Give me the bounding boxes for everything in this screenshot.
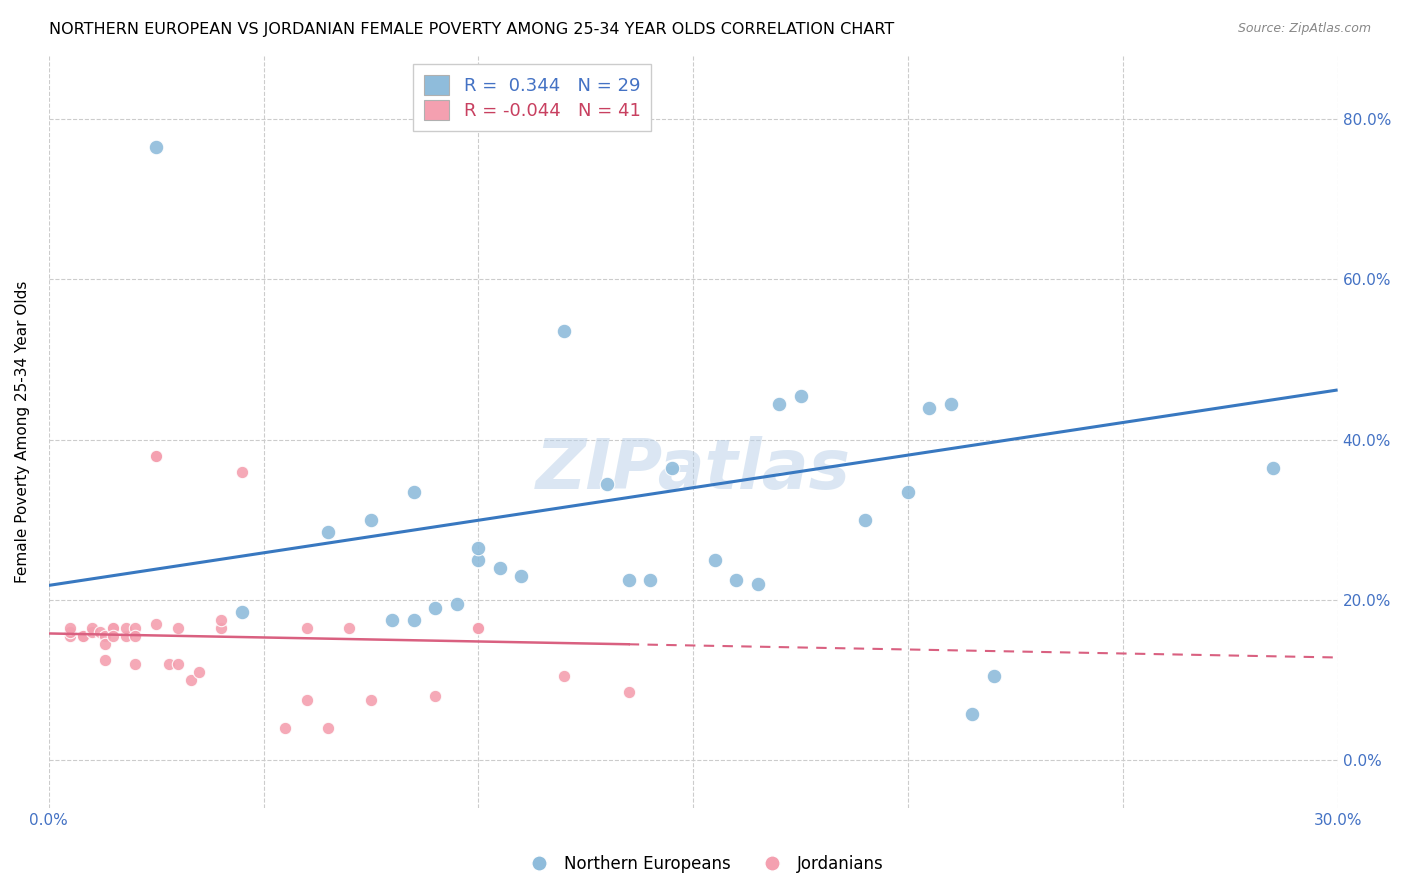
Point xyxy=(209,613,232,627)
Point xyxy=(768,396,790,410)
Point xyxy=(553,669,575,683)
Point xyxy=(93,653,115,667)
Point xyxy=(789,388,811,402)
Point xyxy=(59,621,82,635)
Point xyxy=(93,637,115,651)
Point xyxy=(316,721,339,735)
Point xyxy=(467,621,489,635)
Point xyxy=(295,693,318,707)
Point xyxy=(80,624,103,639)
Point xyxy=(918,401,941,415)
Point xyxy=(446,597,468,611)
Point xyxy=(59,624,82,639)
Point xyxy=(274,721,297,735)
Point xyxy=(425,689,447,703)
Point xyxy=(188,665,211,679)
Point xyxy=(489,561,512,575)
Y-axis label: Female Poverty Among 25-34 Year Olds: Female Poverty Among 25-34 Year Olds xyxy=(15,280,30,582)
Point xyxy=(157,657,180,671)
Text: NORTHERN EUROPEAN VS JORDANIAN FEMALE POVERTY AMONG 25-34 YEAR OLDS CORRELATION : NORTHERN EUROPEAN VS JORDANIAN FEMALE PO… xyxy=(49,22,894,37)
Point xyxy=(231,465,253,479)
Point xyxy=(617,573,640,587)
Point xyxy=(166,621,188,635)
Point xyxy=(166,657,188,671)
Point xyxy=(402,484,425,499)
Point xyxy=(124,629,146,643)
Point xyxy=(897,484,920,499)
Point xyxy=(425,600,447,615)
Point xyxy=(72,629,94,643)
Point xyxy=(124,621,146,635)
Point xyxy=(145,616,167,631)
Point xyxy=(467,541,489,555)
Legend: Northern Europeans, Jordanians: Northern Europeans, Jordanians xyxy=(516,848,890,880)
Legend: R =  0.344   N = 29, R = -0.044   N = 41: R = 0.344 N = 29, R = -0.044 N = 41 xyxy=(413,64,651,131)
Point xyxy=(617,685,640,699)
Point xyxy=(360,513,382,527)
Point xyxy=(103,629,125,643)
Point xyxy=(962,706,984,721)
Point xyxy=(638,573,661,587)
Point xyxy=(180,673,202,687)
Point xyxy=(231,605,253,619)
Point xyxy=(145,449,167,463)
Point xyxy=(80,621,103,635)
Point xyxy=(103,621,125,635)
Point xyxy=(145,449,167,463)
Point xyxy=(725,573,748,587)
Point xyxy=(939,396,962,410)
Text: Source: ZipAtlas.com: Source: ZipAtlas.com xyxy=(1237,22,1371,36)
Point xyxy=(316,524,339,539)
Point xyxy=(381,613,404,627)
Point xyxy=(553,325,575,339)
Point xyxy=(89,624,111,639)
Point xyxy=(360,693,382,707)
Point xyxy=(402,613,425,627)
Point xyxy=(295,621,318,635)
Point xyxy=(983,669,1005,683)
Point xyxy=(72,629,94,643)
Point xyxy=(467,621,489,635)
Point xyxy=(339,621,361,635)
Point xyxy=(93,629,115,643)
Text: ZIPatlas: ZIPatlas xyxy=(536,436,851,503)
Point xyxy=(145,140,167,154)
Point xyxy=(703,553,725,567)
Point xyxy=(467,553,489,567)
Point xyxy=(853,513,876,527)
Point xyxy=(661,460,683,475)
Point xyxy=(747,576,769,591)
Point xyxy=(115,621,138,635)
Point xyxy=(103,621,125,635)
Point xyxy=(510,569,533,583)
Point xyxy=(1263,460,1285,475)
Point xyxy=(209,621,232,635)
Point xyxy=(596,476,619,491)
Point xyxy=(124,657,146,671)
Point xyxy=(59,629,82,643)
Point xyxy=(115,629,138,643)
